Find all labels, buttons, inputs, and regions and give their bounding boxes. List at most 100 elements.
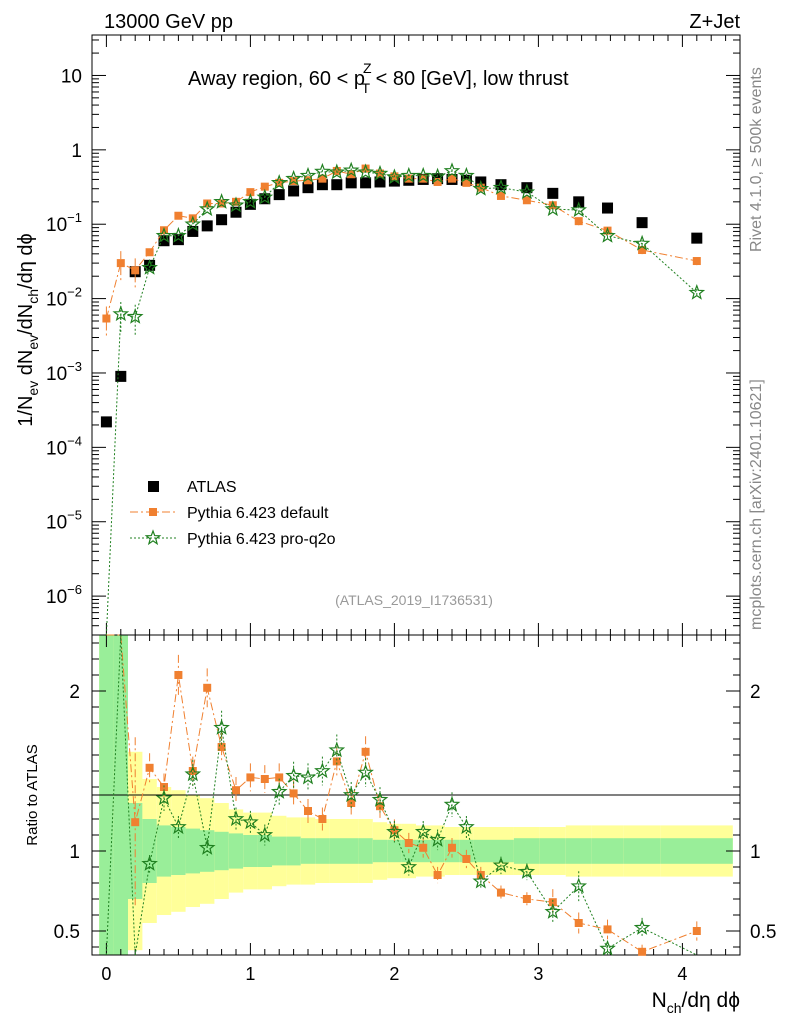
ratio-point-pythia-pro-q2o [544,903,562,919]
ratio-point-pythia-default [203,683,212,692]
ratio-point-pythia-pro-q2o [357,763,374,780]
stat-uncertainty-band [272,836,287,866]
ratio-tick-label-left: 1 [69,842,80,863]
main-point-pythia-default [260,182,269,191]
main-point-pythia-pro-q2o [198,200,216,217]
ratio-point-pythia-pro-q2o [492,856,510,873]
main-point-pythia-pro-q2o [414,166,432,183]
ratio-line-pythia-default [106,634,697,953]
stat-uncertainty-band [142,819,157,883]
ratio-axis-label: Ratio to ATLAS [24,744,41,845]
main-point-atlas [360,177,372,189]
main-point-pythia-pro-q2o [429,167,446,184]
main-point-pythia-pro-q2o [633,234,651,251]
main-point-pythia-default [116,259,125,268]
stat-uncertainty-band [257,835,272,867]
ratio-point-pythia-default [638,947,647,956]
main-point-pythia-default [692,257,701,266]
ratio-tick-label-right: 2 [750,682,761,703]
ratio-point-pythia-pro-q2o [371,791,389,807]
main-point-atlas [172,234,184,246]
main-point-pythia-pro-q2o [599,226,616,243]
y-tick-label: 10 [61,66,82,87]
main-point-pythia-pro-q2o [371,164,389,181]
ratio-point-pythia-default [174,671,183,679]
ratio-point-pythia-pro-q2o [256,826,274,843]
main-point-atlas [521,182,533,194]
ratio-point-pythia-pro-q2o [213,719,230,735]
ratio-point-pythia-default [145,763,154,772]
main-point-atlas [374,176,386,188]
stat-uncertainty-band [473,839,488,863]
ratio-line-pythia-pro-q2o [105,634,698,956]
main-point-pythia-pro-q2o [443,162,461,178]
ratio-point-pythia-default [232,786,240,795]
ratio-point-pythia-default [289,789,298,798]
y-tick-label: 10−2 [46,285,82,311]
ratio-point-pythia-pro-q2o [443,795,461,812]
legend-label-pythia-default: Pythia 6.423 default [187,505,329,522]
rivet-version-label: Rivet 4.1.0, ≥ 500k events [748,67,765,252]
main-line-pythia-default [105,168,697,319]
ratio-point-pythia-default [548,898,557,907]
main-point-atlas [691,232,703,244]
main-point-atlas [144,259,156,271]
main-point-pythia-pro-q2o [544,200,562,217]
ratio-point-pythia-pro-q2o [141,855,158,871]
ratio-point-pythia-default [217,743,226,751]
main-point-pythia-default [548,201,557,210]
ratio-point-pythia-default [692,927,701,935]
stat-uncertainty-band [156,825,172,877]
ratio-point-pythia-pro-q2o [184,765,202,782]
stat-uncertainty-band [591,838,624,864]
ratio-tick-label-right: 0.5 [750,922,776,943]
stat-uncertainty-band [329,838,344,864]
x-tick-label: 1 [245,964,255,984]
main-point-atlas [636,217,648,229]
ratio-point-pythia-default [260,775,269,783]
ratio-tick-label-left: 2 [69,682,80,703]
ratio-point-pythia-default [574,919,583,927]
analysis-tag: (ATLAS_2019_I1736531) [335,592,493,608]
stat-uncertainty-band [228,833,244,869]
stat-uncertainty-band [300,838,316,864]
legend-label-atlas: ATLAS [187,479,237,496]
main-point-pythia-pro-q2o [112,305,130,322]
main-point-pythia-pro-q2o [400,166,418,183]
main-point-pythia-default [361,164,370,173]
stat-uncertainty-band [214,831,229,871]
ratio-point-pythia-pro-q2o [314,762,331,779]
main-point-pythia-pro-q2o [570,201,588,218]
main-point-pythia-pro-q2o [227,196,245,213]
main-point-pythia-pro-q2o [472,179,490,196]
main-point-pythia-pro-q2o [328,163,346,180]
main-point-pythia-pro-q2o [492,179,510,195]
ratio-point-pythia-default [603,925,612,934]
main-point-atlas [302,182,314,194]
main-point-pythia-pro-q2o [184,215,202,232]
ratio-point-pythia-pro-q2o [599,939,616,956]
ratio-point-pythia-default [332,757,341,766]
y-tick-label: 10−1 [46,210,82,236]
ratio-point-pythia-pro-q2o [227,810,245,827]
ratio-tick-label-left: 0.5 [54,922,80,943]
main-point-atlas [216,214,228,226]
ratio-point-pythia-pro-q2o [170,818,187,835]
main-point-pythia-pro-q2o [256,188,274,205]
main-point-atlas [259,193,271,205]
main-point-pythia-pro-q2o [155,226,173,243]
main-point-atlas [158,235,170,247]
ratio-point-pythia-default [433,871,442,879]
ratio-point-pythia-default [304,807,312,815]
data-series [100,161,706,956]
ratio-point-pythia-pro-q2o [328,741,346,758]
x-tick-label: 0 [101,964,111,984]
main-point-pythia-pro-q2o [270,174,288,190]
main-point-atlas [100,416,112,428]
ratio-point-pythia-default [496,888,505,897]
stat-uncertainty-band [315,838,330,864]
ratio-point-pythia-default [376,802,384,811]
y-tick-label: 10−3 [46,359,82,385]
stat-uncertainty-band [488,839,514,863]
collision-label: 13000 GeV pp [104,11,233,33]
